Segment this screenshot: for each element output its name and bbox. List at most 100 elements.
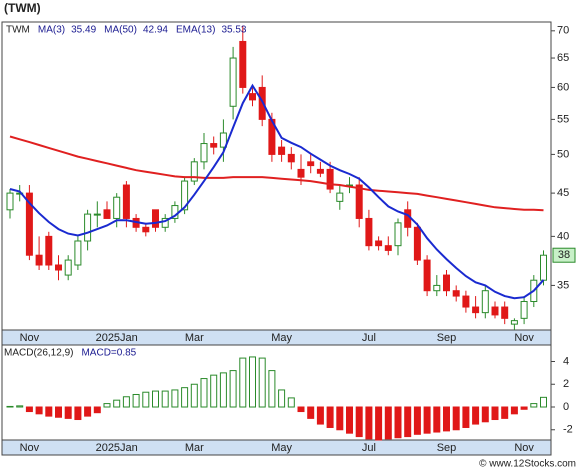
x-tick-label: Sep [437,442,457,454]
macd-bar [200,378,208,408]
candle-body [190,161,198,182]
y-tick-label: 65 [557,52,569,64]
macd-bar [297,406,305,413]
legend-value: 42.94 [143,25,168,36]
macd-bar [190,383,198,408]
candle-body [93,213,101,216]
x-tick-label: Sep [437,332,457,344]
macd-bar [161,390,169,408]
macd-bar [55,406,62,418]
macd-bar [84,406,92,417]
candle-body [481,290,489,314]
y-tick-label: 55 [557,113,569,125]
macd-bar [113,399,121,408]
candle-body [74,240,82,266]
candle-body [520,301,528,319]
candle-body [316,168,324,174]
candle-body [501,306,509,319]
date-strip [1,439,552,456]
macd-bar [375,406,383,441]
price-panel [1,21,552,331]
candle-body [25,192,33,256]
candle-body [219,132,227,148]
macd-bar [278,389,286,408]
macd-bar [210,374,218,408]
y-tick-label: -2 [563,424,573,436]
candle-body [122,184,130,219]
candle-body [443,274,450,292]
macd-bar [268,370,276,408]
x-tick-label: Mar [185,442,204,454]
legend-value: 35.53 [221,25,246,36]
last-price: 38 [558,249,570,261]
candle-body [84,213,92,242]
macd-bar [384,406,392,440]
y-tick-label: 40 [557,230,569,242]
candle-body [413,226,421,261]
candle-body [355,184,363,219]
candle-body [249,93,256,101]
candle-body [181,180,189,211]
macd-bar [355,406,363,438]
macd-bar [93,406,101,414]
macd-bar [540,396,547,408]
candle-body [510,320,518,325]
candle-body [103,209,111,219]
macd-bar [433,406,441,433]
legend-name: MA(50) [104,25,137,36]
candle-body [375,240,383,247]
y-tick-label: 4 [563,355,569,367]
macd-bar [74,406,82,421]
x-tick-label: Nov [514,332,534,344]
candle-body [287,153,295,163]
macd-bar [501,406,509,419]
macd-bar [142,391,150,408]
x-tick-label: Nov [514,442,534,454]
candle-body [6,192,14,211]
macd-label: MACD=0.85 [81,348,136,359]
candle-body [472,306,480,314]
macd-bar [229,370,237,408]
macd-bar [152,390,159,408]
macd-bar [510,406,518,415]
macd-bar [6,405,14,408]
y-tick-label: 70 [557,25,569,37]
candle-body [152,209,159,228]
candle-body [384,245,392,251]
x-tick-label: Mar [185,332,204,344]
x-tick-label: 2025Jan [96,332,138,344]
footer: © www.12Stocks.com [479,459,576,470]
candle-body [297,168,305,178]
candle-body [462,295,470,308]
macd-bar [336,406,344,431]
candle-body [365,217,373,247]
candle-body [394,222,402,247]
candle-body [55,264,62,271]
candle-body [326,168,334,190]
legend-value: 35.49 [71,25,96,36]
x-tick-label: May [271,442,292,454]
chart-title: (TWM) [4,1,41,15]
macd-bar [249,356,256,408]
candle-body [200,143,208,163]
y-tick-label: 0 [563,401,569,413]
macd-bar [307,406,315,419]
legend-symbol: TWM [6,25,30,36]
last-price-box [552,247,576,263]
macd-bar [326,406,334,428]
x-tick-label: Nov [20,442,40,454]
macd-bar [443,406,450,432]
candle-body [540,254,547,281]
macd-bar [365,406,373,440]
ma-line [9,83,545,300]
candle-body [404,209,412,228]
macd-bar [452,406,460,431]
macd-bar [404,406,412,438]
macd-label: MACD(26,12,9) [4,348,73,359]
candle-body [210,143,218,148]
candle-body [35,254,43,266]
legend-name: MA(3) [38,25,65,36]
candle-body [239,40,247,88]
macd-bar [472,406,480,425]
